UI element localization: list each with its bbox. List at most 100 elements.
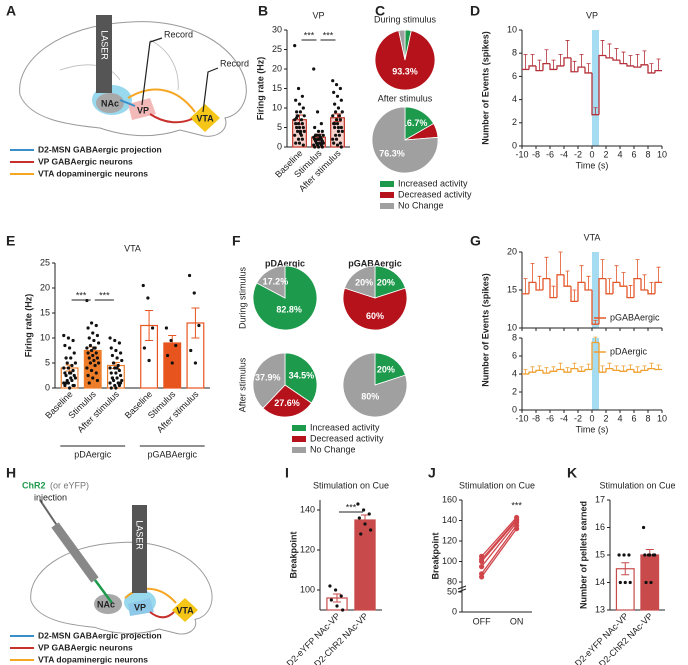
significance-label: *** <box>346 502 357 512</box>
data-point <box>65 378 69 383</box>
data-point <box>72 383 76 388</box>
data-point <box>108 336 112 340</box>
laser-label: LASER <box>135 520 145 550</box>
group-label: pDAergic <box>74 449 112 459</box>
histogram-step <box>626 368 634 372</box>
y-tick-label: 4 <box>512 94 517 104</box>
data-point <box>197 323 201 328</box>
histogram-step <box>577 66 585 72</box>
data-point <box>85 366 89 370</box>
injection-label: injection <box>34 492 67 502</box>
histogram-step <box>633 369 641 373</box>
data-point <box>320 129 324 133</box>
y-tick-label: 8 <box>512 48 517 58</box>
slice-label: 20% <box>377 364 395 374</box>
data-point <box>86 373 90 378</box>
data-point <box>332 90 336 94</box>
data-point <box>622 553 626 557</box>
x-tick-label: -4 <box>560 413 568 423</box>
y-tick-label: 140 <box>442 515 457 525</box>
data-point <box>363 522 367 526</box>
data-point <box>71 338 75 343</box>
data-point <box>70 363 74 368</box>
y-tick-label: 30 <box>272 24 282 34</box>
paired-line <box>481 528 518 578</box>
y-tick-label: 120 <box>442 535 457 545</box>
data-point <box>86 326 90 330</box>
error-bar <box>635 366 640 373</box>
paired-line <box>481 520 518 562</box>
panel-label: E <box>6 233 15 249</box>
slice-label: 17.2% <box>263 276 289 286</box>
vta-region <box>172 598 198 622</box>
y-tick-label: 20 <box>507 246 517 256</box>
data-point <box>115 356 119 360</box>
histogram-step <box>535 369 543 373</box>
pie-title: During stimulus <box>374 14 437 24</box>
data-point <box>321 133 325 137</box>
region-label: NAc <box>97 599 115 609</box>
slice-label: 34.5% <box>289 371 315 381</box>
slice-label: 60% <box>366 311 384 321</box>
data-point <box>118 351 123 355</box>
y-tick-label: 2 <box>512 117 517 127</box>
y-tick-label: 0 <box>512 140 517 150</box>
nac-region <box>96 93 124 113</box>
y-tick-label: 25 <box>272 44 282 54</box>
legend-swatch <box>380 192 394 198</box>
laser <box>132 505 147 593</box>
histogram-step <box>605 278 613 295</box>
legend-swatch <box>292 436 306 442</box>
slice-label: 27.6% <box>274 398 300 408</box>
y-tick-label: 80 <box>447 576 457 586</box>
x-tick-label: 10 <box>657 149 667 159</box>
data-point <box>339 145 343 149</box>
error-bar <box>558 53 563 66</box>
error-bar <box>649 282 654 294</box>
error-bar <box>656 266 661 283</box>
x-tick-label: 2 <box>603 413 608 423</box>
x-tick-label: After stimulus <box>155 389 201 435</box>
data-point <box>337 133 342 137</box>
error-bar <box>537 59 542 71</box>
data-point <box>313 145 317 149</box>
error-bar <box>607 278 612 294</box>
data-point <box>294 122 298 126</box>
slice-label: 76.3% <box>379 148 405 158</box>
chart-title: VTA <box>584 232 601 242</box>
panel-label: C <box>375 3 385 19</box>
data-point <box>333 133 338 137</box>
histogram-step <box>528 371 536 374</box>
data-point <box>187 273 192 278</box>
data-point <box>73 361 78 365</box>
data-point <box>64 373 68 378</box>
data-point <box>109 371 113 375</box>
data-point <box>62 381 66 385</box>
histogram-step <box>584 282 592 291</box>
x-tick-label: -8 <box>532 413 540 423</box>
y-axis-label: Firing rate (Hz) <box>23 294 33 358</box>
data-point <box>67 386 72 390</box>
histogram-step <box>542 62 550 71</box>
diagram-h: LASER ChR2 (or eYFP) injection NAc VP VT… <box>10 480 213 664</box>
data-point <box>296 86 301 91</box>
error-bar <box>565 40 570 58</box>
data-point <box>314 133 318 137</box>
data-point <box>316 129 321 133</box>
y-tick-label: 15 <box>595 549 605 559</box>
y-tick-label: 15 <box>507 284 517 294</box>
row-label: During stimulus <box>237 266 247 329</box>
data-point <box>643 553 647 557</box>
histogram-step <box>570 286 578 303</box>
histogram-step <box>647 64 655 74</box>
data-point <box>170 361 174 365</box>
error-bar <box>614 265 619 283</box>
legend-label: pDAergic <box>610 346 648 356</box>
data-point <box>315 110 320 114</box>
data-point <box>85 346 89 350</box>
x-tick-label: -10 <box>515 149 528 159</box>
histogram-step <box>535 65 543 72</box>
error-bar <box>551 366 556 372</box>
histogram-step <box>577 368 585 372</box>
data-point <box>164 326 169 330</box>
